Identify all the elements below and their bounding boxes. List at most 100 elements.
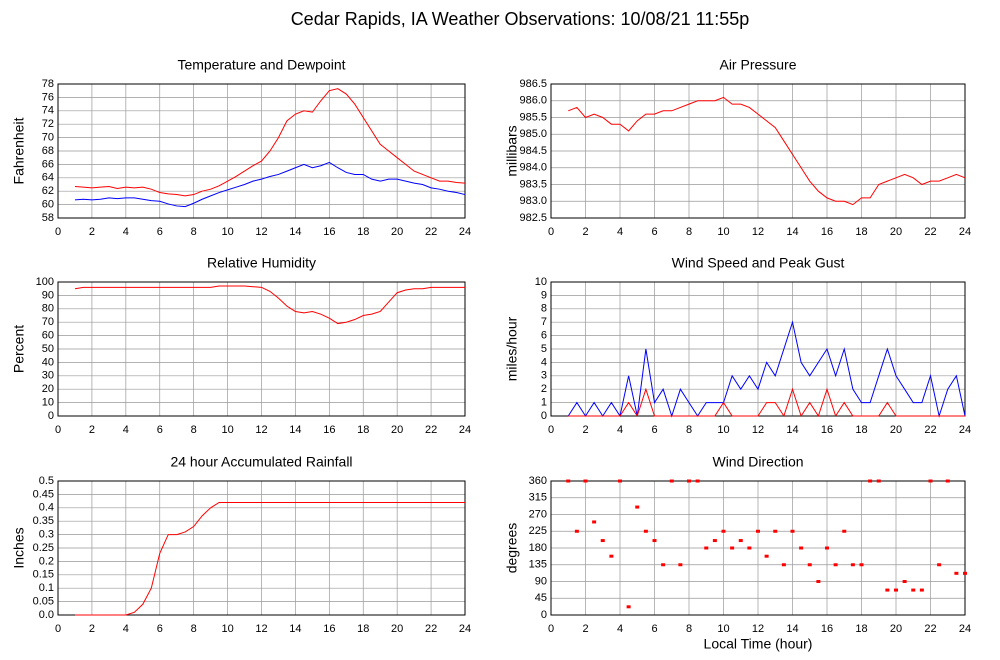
data-point [928,479,933,483]
x-tick-label: 10 [717,424,729,436]
x-tick-label: 6 [157,226,163,238]
data-point [592,520,597,524]
x-tick-label: 12 [752,623,764,635]
y-tick-label: 0.35 [33,515,54,527]
y-tick-label: 986.0 [519,95,547,107]
x-tick-label: 10 [717,226,729,238]
data-point [868,479,873,483]
data-point [730,546,735,550]
x-tick-label: 18 [855,226,867,238]
data-point [635,505,640,509]
y-tick-label: 50 [42,343,54,355]
data-point [764,554,769,558]
y-tick-label: 9 [541,289,547,301]
plot-frame [550,83,966,219]
data-point [807,563,812,567]
y-tick-label: 986.5 [519,78,547,90]
x-tick-label: 6 [651,424,657,436]
x-tick-label: 22 [924,424,936,436]
y-tick-label: 74 [42,105,54,117]
data-point [902,580,907,583]
x-tick-label: 18 [357,226,369,238]
y-tick-label: 60 [42,199,54,211]
y-tick-label: 66 [42,158,54,170]
data-point [626,605,631,609]
x-tick-label: 8 [686,623,692,635]
x-tick-label: 14 [289,424,301,436]
y-tick-label: 0.25 [33,542,54,554]
data-point [816,580,821,583]
plot-frame [550,480,966,616]
y-tick-label: 60 [42,330,54,342]
y-tick-label: 135 [529,559,547,571]
y-tick-label: 70 [42,132,54,144]
x-tick-label: 4 [123,226,129,238]
x-tick-label: 6 [651,623,657,635]
data-point [937,563,942,567]
data-point [833,563,838,567]
x-tick-label: 2 [582,424,588,436]
y-axis-label: Inches [11,527,27,568]
plot-frame [57,480,466,616]
y-tick-label: 10 [42,397,54,409]
data-point [574,529,579,533]
y-tick-label: 982.5 [519,212,547,224]
y-tick-label: 78 [42,78,54,90]
x-tick-label: 10 [221,226,233,238]
data-point [842,529,847,533]
y-tick-label: 0 [48,410,54,422]
x-tick-label: 14 [289,226,301,238]
chart-title: Wind Speed and Peak Gust [672,255,845,271]
x-axis-label: Local Time (hour) [704,636,813,652]
y-tick-label: 8 [541,303,547,315]
x-tick-label: 14 [289,623,301,635]
y-axis-label: Percent [11,325,27,373]
x-tick-label: 4 [123,424,129,436]
data-point [704,546,709,550]
y-tick-label: 985.5 [519,111,547,123]
x-tick-label: 22 [924,226,936,238]
data-point [583,479,588,483]
data-point [850,563,855,567]
x-tick-label: 6 [651,226,657,238]
x-tick-label: 0 [548,623,554,635]
y-tick-label: 315 [529,492,547,504]
x-tick-label: 2 [89,226,95,238]
y-tick-label: 985.0 [519,128,547,140]
page-title: Cedar Rapids, IA Weather Observations: 1… [291,9,750,29]
y-tick-label: 180 [529,542,547,554]
y-tick-label: 0.45 [33,488,54,500]
data-point [773,529,778,533]
x-tick-label: 4 [123,623,129,635]
y-tick-label: 20 [42,383,54,395]
x-tick-label: 2 [582,623,588,635]
y-tick-label: 58 [42,212,54,224]
x-tick-label: 14 [786,424,798,436]
x-tick-label: 18 [357,623,369,635]
x-tick-label: 2 [89,424,95,436]
x-tick-label: 24 [459,424,471,436]
x-tick-label: 12 [255,424,267,436]
x-tick-label: 12 [752,424,764,436]
x-tick-label: 2 [582,226,588,238]
y-tick-label: 0.15 [33,569,54,581]
y-tick-label: 90 [535,575,547,587]
y-tick-label: 90 [42,289,54,301]
y-tick-label: 30 [42,370,54,382]
x-tick-label: 24 [459,226,471,238]
x-tick-label: 16 [821,226,833,238]
data-point [894,588,898,592]
y-tick-label: 100 [36,276,54,288]
x-tick-label: 6 [157,424,163,436]
y-tick-label: 0.3 [39,529,54,541]
y-axis-label: degrees [504,523,520,574]
y-tick-label: 1 [541,397,547,409]
x-tick-label: 12 [752,226,764,238]
chart-title: Relative Humidity [207,255,316,271]
x-tick-label: 14 [786,623,798,635]
data-point [885,588,890,592]
chart-title: Air Pressure [719,57,796,73]
x-tick-label: 20 [391,226,403,238]
y-tick-label: 0.5 [39,475,54,487]
